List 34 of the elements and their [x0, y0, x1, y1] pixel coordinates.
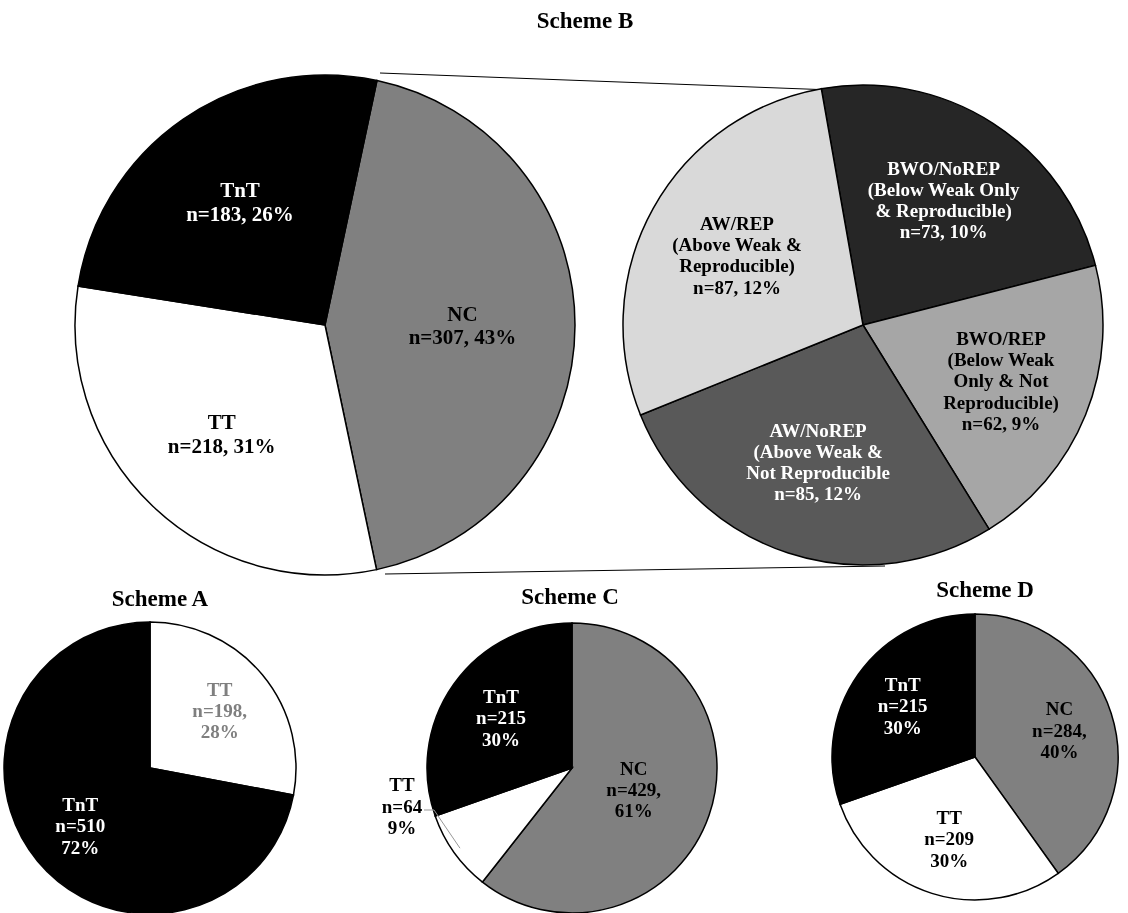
slice-label: TnT — [62, 794, 99, 816]
chart-title: Scheme D — [936, 577, 1034, 602]
data-label: n=62, 9% — [961, 412, 1041, 434]
slice-label: TT — [936, 807, 963, 829]
slice-label: BWO/REP (Below Weak Only & Not Reproducible) — [943, 327, 1059, 414]
slice-label: TT — [207, 678, 233, 700]
data-label: n=64 9% — [381, 795, 423, 838]
chart-title: Scheme A — [111, 586, 209, 611]
data-label: n=215 30% — [476, 707, 526, 750]
slice-label: NC — [1045, 698, 1074, 720]
slice-label: TnT — [483, 686, 520, 708]
data-label: n=87, 12% — [693, 276, 781, 298]
chart-title: Scheme C — [521, 584, 619, 609]
chart-title: Scheme B — [536, 8, 634, 33]
pie-slice — [3, 621, 295, 913]
slice-label: TnT — [220, 178, 260, 203]
data-label: n=85, 12% — [774, 483, 863, 505]
slice-label: TT — [389, 774, 415, 796]
slice-label: TnT — [884, 674, 921, 696]
data-label: n=209 30% — [924, 828, 975, 871]
slice-label: TT — [207, 410, 236, 435]
slice-label: NC — [619, 757, 648, 779]
data-label: n=73, 10% — [899, 221, 988, 243]
slice-label: NC — [447, 301, 478, 326]
data-label: n=218, 31% — [167, 433, 276, 458]
slice-label: AW/REP (Above Weak & Reproducible) — [672, 212, 802, 278]
data-label: n=429, 61% — [606, 778, 662, 822]
data-label: n=510 72% — [55, 815, 106, 858]
data-label: n=215 30% — [877, 695, 928, 738]
data-label: n=307, 43% — [408, 325, 517, 350]
data-label: n=284, 40% — [1032, 719, 1087, 762]
slice-label: BWO/NoREP (Below Weak Only & Reproducible) — [867, 157, 1020, 223]
data-label: n=198, 28% — [192, 699, 248, 743]
data-label: n=183, 26% — [186, 201, 294, 226]
